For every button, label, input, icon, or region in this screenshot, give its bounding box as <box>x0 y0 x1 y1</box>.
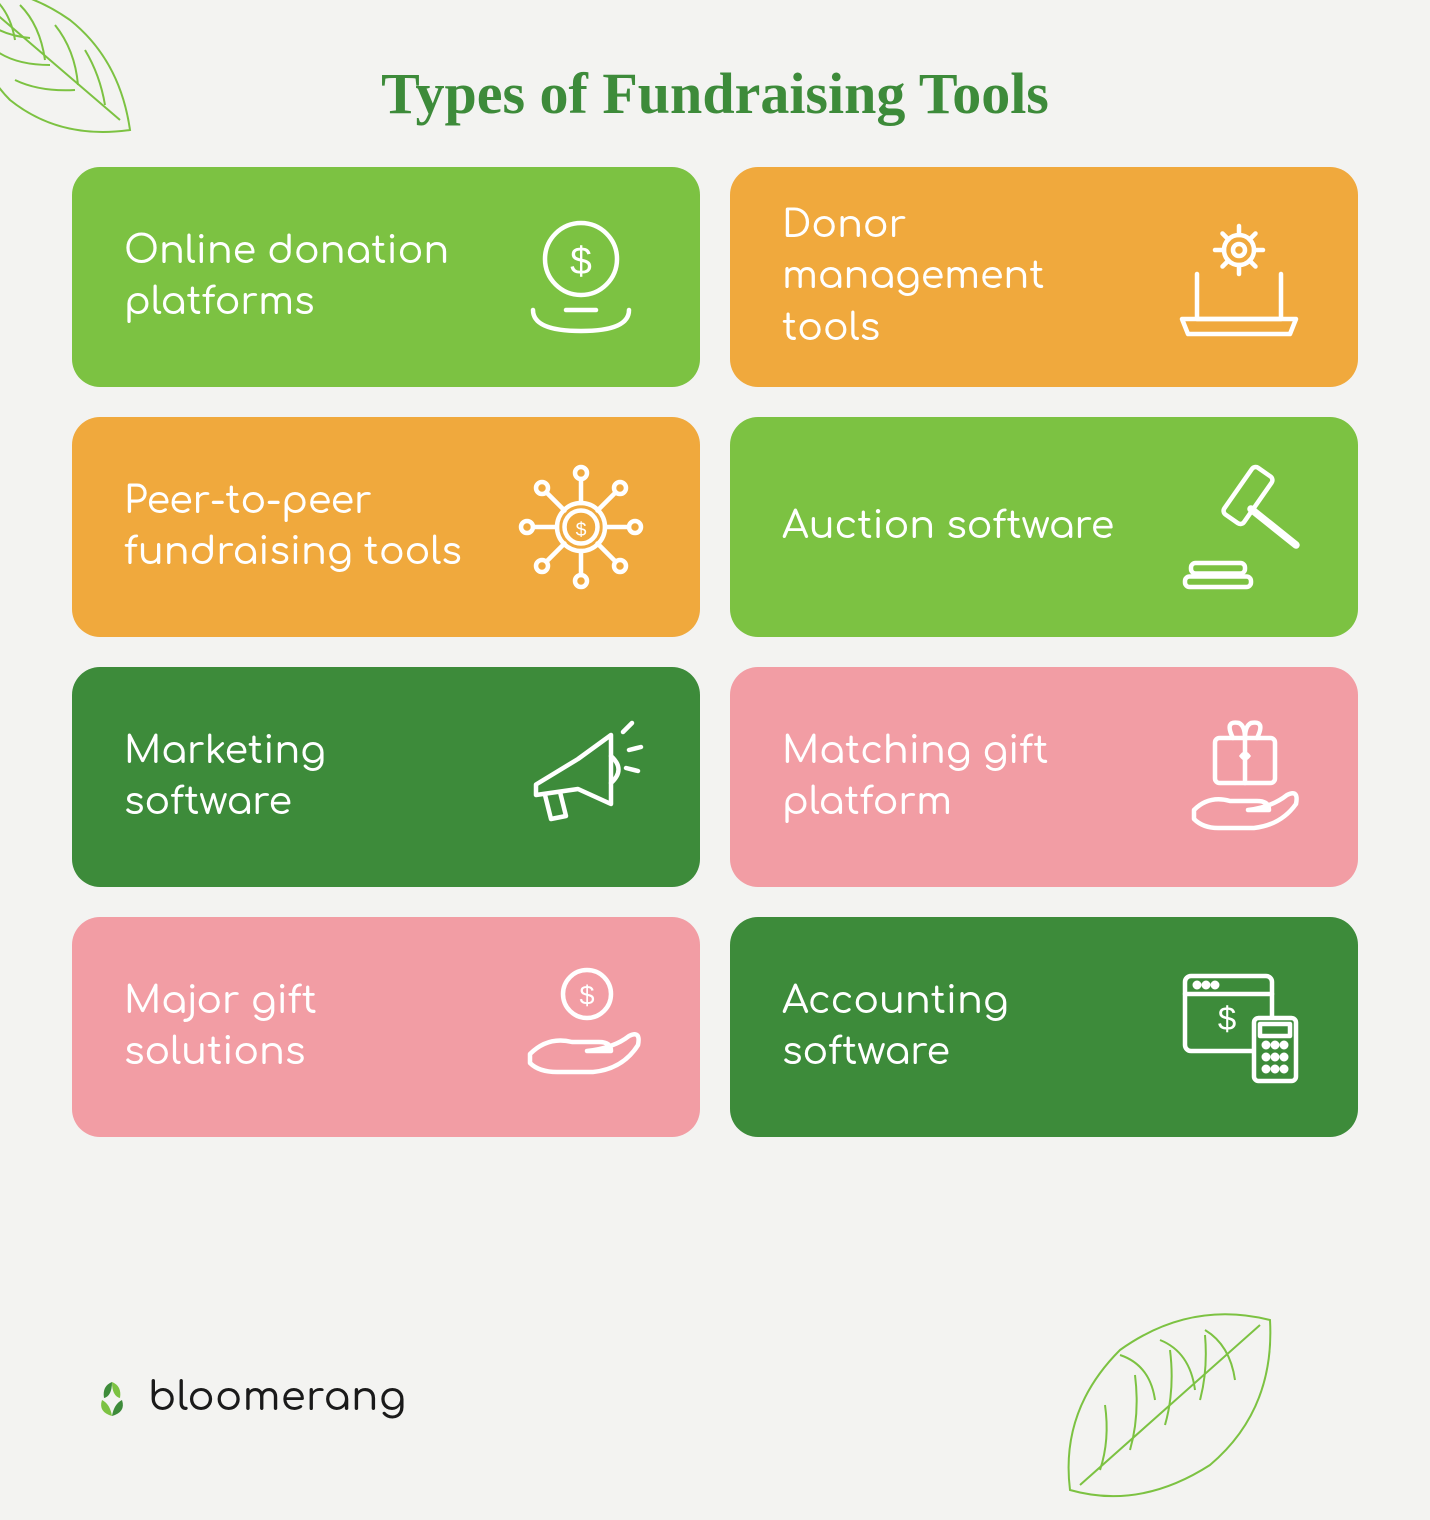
card-label: Online donation platforms <box>124 226 464 329</box>
laptop-gear-icon <box>1164 202 1314 352</box>
footer-brand: bloomerang <box>90 1376 406 1420</box>
cards-grid: Online donation platforms $ Donor manage… <box>0 167 1430 1137</box>
card-label: Marketing software <box>124 726 464 829</box>
card-online-donation: Online donation platforms $ <box>72 167 700 387</box>
leaf-decoration-top <box>0 0 180 180</box>
card-matching-gift: Matching gift platform <box>730 667 1358 887</box>
svg-text:$: $ <box>579 981 594 1011</box>
card-label: Auction software <box>782 501 1114 552</box>
coin-slot-icon: $ <box>506 202 656 352</box>
card-donor-management: Donor management tools <box>730 167 1358 387</box>
gift-hand-icon <box>1164 702 1314 852</box>
card-label: Major gift solutions <box>124 976 464 1079</box>
leaf-decoration-bottom <box>1030 1290 1290 1520</box>
bloomerang-logo-icon <box>90 1376 134 1420</box>
card-peer-to-peer: Peer-to-peer fundraising tools $ <box>72 417 700 637</box>
card-major-gift: Major gift solutions $ <box>72 917 700 1137</box>
coin-hand-icon: $ <box>506 952 656 1102</box>
card-label: Accounting software <box>782 976 1122 1079</box>
gavel-icon <box>1164 452 1314 602</box>
calculator-window-icon: $ <box>1164 952 1314 1102</box>
footer-brand-text: bloomerang <box>148 1376 406 1420</box>
card-marketing: Marketing software <box>72 667 700 887</box>
card-label: Donor management tools <box>782 200 1122 354</box>
page-title: Types of Fundraising Tools <box>0 0 1430 127</box>
svg-text:$: $ <box>1218 1000 1236 1037</box>
card-auction: Auction software <box>730 417 1358 637</box>
card-label: Matching gift platform <box>782 726 1122 829</box>
network-coin-icon: $ <box>506 452 656 602</box>
svg-text:$: $ <box>570 240 592 283</box>
card-accounting: Accounting software $ <box>730 917 1358 1137</box>
svg-text:$: $ <box>576 519 587 541</box>
megaphone-icon <box>506 702 656 852</box>
card-label: Peer-to-peer fundraising tools <box>124 476 464 579</box>
